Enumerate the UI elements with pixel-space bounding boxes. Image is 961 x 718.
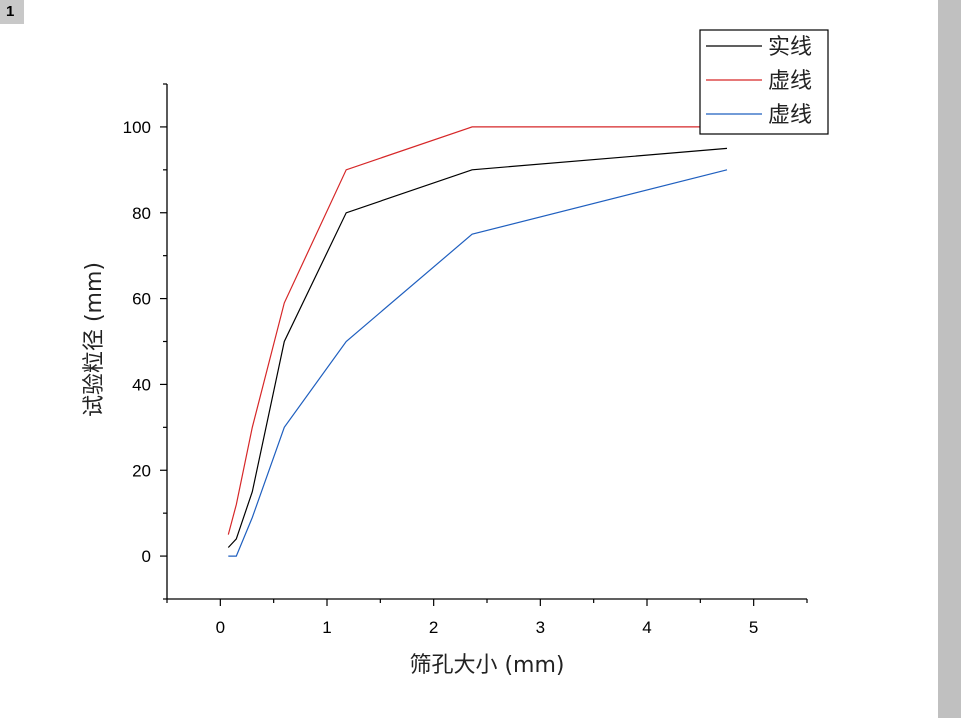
series-line-3 <box>228 169 728 557</box>
legend-label: 实线 <box>768 35 812 60</box>
y-tick-label: 0 <box>142 547 151 566</box>
y-tick-label: 100 <box>123 118 151 137</box>
legend-label: 虚线 <box>768 103 812 128</box>
legend-label: 虚线 <box>768 69 812 94</box>
x-tick-label: 4 <box>642 618 651 637</box>
window-scrollbar[interactable] <box>938 0 961 718</box>
series-line-2 <box>227 126 727 535</box>
x-axis-title: 筛孔大小 (mm) <box>409 653 564 678</box>
x-tick-label: 5 <box>749 618 758 637</box>
series-line-1 <box>227 147 728 548</box>
legend-box <box>699 29 829 135</box>
page-number-badge: 1 <box>0 0 24 24</box>
x-tick-label: 3 <box>536 618 545 637</box>
y-tick-label: 80 <box>132 204 151 223</box>
y-tick-label: 40 <box>132 375 151 394</box>
series-layer <box>227 126 728 557</box>
axes: 0 1 2 3 4 5 0 20 40 60 80 100 <box>123 83 808 637</box>
y-tick-label: 20 <box>132 461 151 480</box>
y-tick-label: 60 <box>132 290 151 309</box>
x-tick-label: 1 <box>322 618 331 637</box>
x-tick-label: 2 <box>429 618 438 637</box>
y-axis-title: 试验粒径 (mm) <box>82 262 107 417</box>
x-tick-label: 0 <box>216 618 225 637</box>
